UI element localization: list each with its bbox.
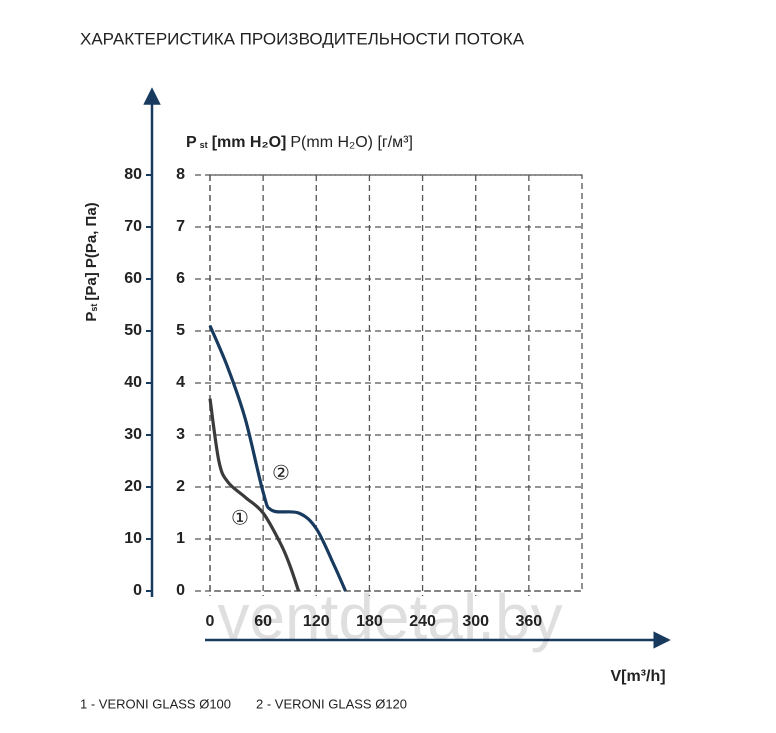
series-line bbox=[208, 325, 347, 592]
y2-label-bold: [mm H₂O] bbox=[212, 134, 287, 151]
y-tick-label: 80 bbox=[124, 166, 142, 183]
legend-entry: 1 - VERONI GLASS Ø100 bbox=[80, 696, 231, 711]
x-tick-label: 120 bbox=[303, 613, 330, 630]
y2-tick-label: 1 bbox=[176, 530, 185, 547]
y-tick-label: 0 bbox=[133, 582, 142, 599]
chart-title: ХАРАКТЕРИСТИКА ПРОИЗВОДИТЕЛЬНОСТИ ПОТОКА bbox=[80, 29, 525, 48]
x-tick-label: 240 bbox=[409, 613, 436, 630]
y2-label-rest: P(mm H₂O) [г/м³] bbox=[290, 134, 413, 151]
y-tick-label: 60 bbox=[124, 270, 142, 287]
x-tick-label: 360 bbox=[516, 613, 543, 630]
y-tick-label: 50 bbox=[124, 322, 142, 339]
series-line bbox=[208, 398, 301, 592]
y2-tick-label: 4 bbox=[176, 374, 185, 391]
y2-tick-label: 5 bbox=[176, 322, 185, 339]
y-tick-label: 30 bbox=[124, 426, 142, 443]
series-tag: ② bbox=[272, 462, 290, 484]
x-tick-label: 300 bbox=[462, 613, 489, 630]
y2-label-sub: st bbox=[200, 140, 208, 150]
series-tag: ① bbox=[231, 507, 249, 529]
x-tick-label: 180 bbox=[356, 613, 383, 630]
y2-tick-label: 6 bbox=[176, 270, 185, 287]
y-tick-label: 40 bbox=[124, 374, 142, 391]
y-axis-label: Pst [Pa] P(Pa, Па) bbox=[83, 202, 100, 321]
y2-label-main: P bbox=[186, 134, 197, 151]
y2-tick-label: 7 bbox=[176, 218, 185, 235]
x-tick-label: 0 bbox=[206, 613, 215, 630]
y2-tick-label: 8 bbox=[176, 166, 185, 183]
y2-tick-label: 0 bbox=[176, 582, 185, 599]
legend-entry: 2 - VERONI GLASS Ø120 bbox=[256, 696, 407, 711]
y-label-rest: [Pa] P(Pa, Па) bbox=[83, 202, 100, 300]
y-tick-label: 70 bbox=[124, 218, 142, 235]
x-axis-label: V[m³/h] bbox=[610, 668, 665, 685]
watermark: ventdetal.by bbox=[217, 581, 562, 653]
y-label-main: P bbox=[83, 312, 100, 322]
y-tick-label: 20 bbox=[124, 478, 142, 495]
y-tick-label: 10 bbox=[124, 530, 142, 547]
y-label-sub: st bbox=[89, 304, 99, 312]
y2-tick-label: 2 bbox=[176, 478, 185, 495]
y2-tick-label: 3 bbox=[176, 426, 185, 443]
x-tick-label: 60 bbox=[254, 613, 272, 630]
